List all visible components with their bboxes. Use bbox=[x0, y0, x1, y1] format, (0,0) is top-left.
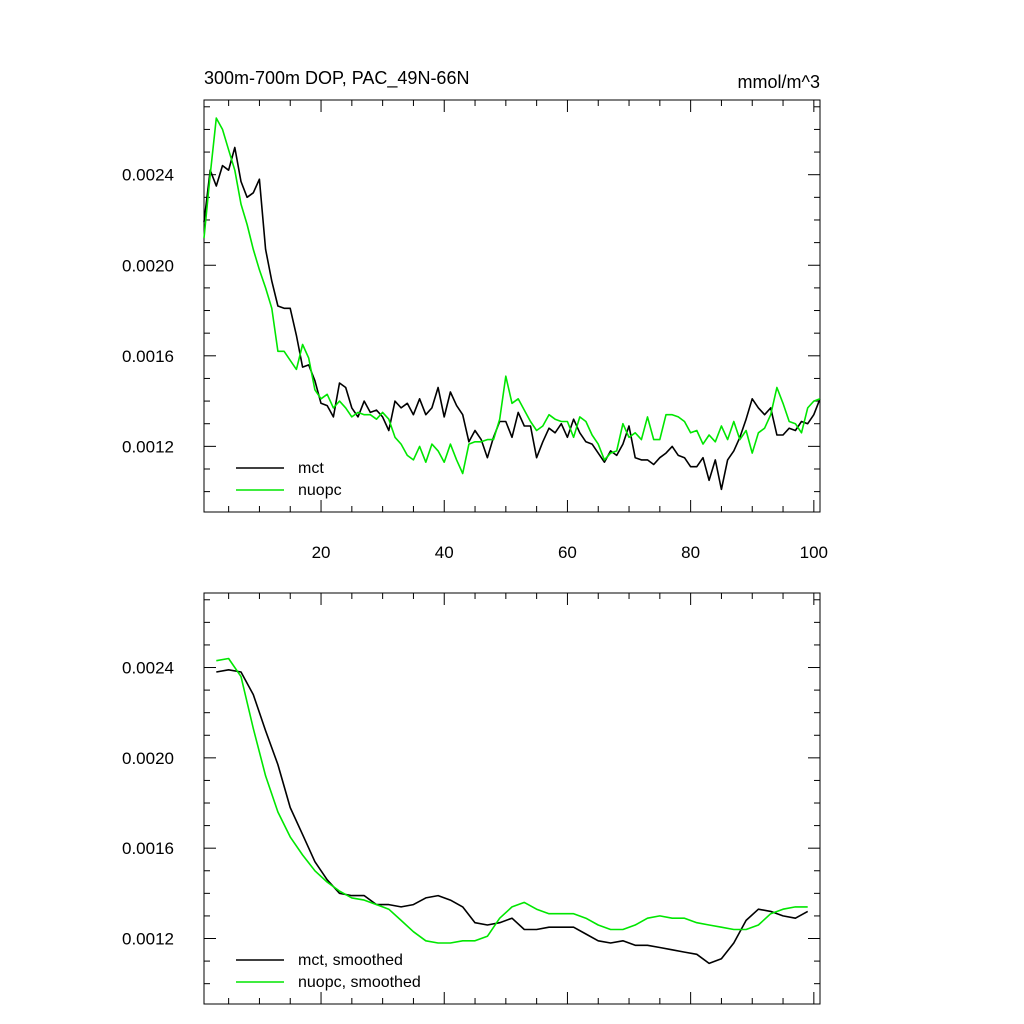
plot-frame bbox=[203, 592, 821, 1005]
series-line-mct-smoothed bbox=[216, 668, 809, 965]
x-tick-label: 100 bbox=[800, 543, 828, 562]
y-tick-label: 0.0012 bbox=[122, 930, 174, 949]
y-tick-label: 0.0016 bbox=[122, 347, 174, 366]
x-tick-label: 40 bbox=[435, 543, 454, 562]
series-line-mct bbox=[203, 146, 821, 491]
y-tick-label: 0.0016 bbox=[122, 839, 174, 858]
x-tick-label: 20 bbox=[312, 543, 331, 562]
y-tick-label: 0.0020 bbox=[122, 256, 174, 275]
chart-bottom: 0.0012 0.0016 0.0020 0.0024 mct, smoothed nuo… bbox=[122, 592, 821, 1005]
series-line-nuopc bbox=[203, 117, 821, 475]
y-tick-label: 0.0024 bbox=[122, 659, 174, 678]
legend-label: nuopc bbox=[298, 482, 342, 499]
x-tick-label: 60 bbox=[558, 543, 577, 562]
chart-title: 300m-700m DOP, PAC_49N-66N bbox=[204, 68, 469, 89]
units-label: mmol/m^3 bbox=[738, 72, 820, 92]
y-tick-label: 0.0020 bbox=[122, 749, 174, 768]
x-tick-label: 80 bbox=[681, 543, 700, 562]
legend-label: mct bbox=[298, 460, 324, 477]
plot-frame bbox=[203, 99, 821, 513]
y-tick-label: 0.0012 bbox=[122, 437, 174, 456]
chart-top: 20 40 60 80 100 0.0012 0.0016 0.0020 0.0024 300m-… bbox=[122, 68, 828, 562]
y-tick-label: 0.0024 bbox=[122, 166, 174, 185]
series-line-nuopc-smoothed bbox=[216, 657, 808, 944]
legend-label: mct, smoothed bbox=[298, 952, 403, 969]
legend-label: nuopc, smoothed bbox=[298, 974, 421, 991]
